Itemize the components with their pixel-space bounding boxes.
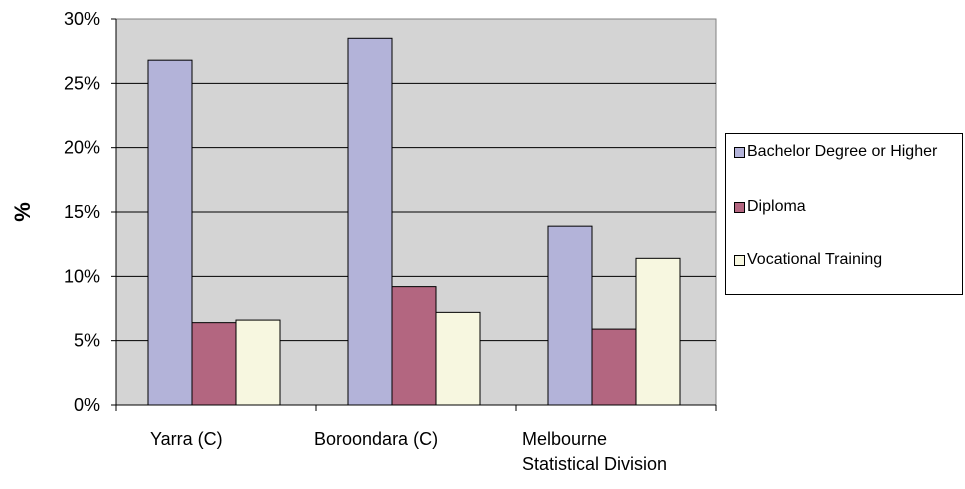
- bar: [347, 37, 393, 406]
- legend-swatch-diploma: [734, 202, 745, 213]
- legend-swatch-bachelor: [734, 147, 745, 158]
- bar: [235, 319, 281, 406]
- x-tick-label: Melbourne Statistical Division: [522, 429, 667, 474]
- y-tick-label: 30%: [64, 9, 100, 29]
- y-tick-label: 20%: [64, 138, 100, 158]
- y-axis-label: %: [10, 202, 35, 222]
- legend-item-bachelor: Bachelor Degree or Higher: [734, 142, 952, 162]
- bar: [191, 322, 237, 406]
- bar: [547, 225, 593, 406]
- legend-item-vocational: Vocational Training: [734, 250, 952, 270]
- legend-item-diploma: Diploma: [734, 197, 952, 217]
- legend-label-vocational: Vocational Training: [747, 251, 883, 268]
- x-tick-label: Boroondara (C): [314, 429, 438, 449]
- legend-label-diploma: Diploma: [747, 198, 806, 215]
- bar: [591, 328, 637, 406]
- y-tick-label: 25%: [64, 73, 100, 93]
- bar: [147, 59, 193, 406]
- legend-label-bachelor: Bachelor Degree or Higher: [747, 143, 938, 160]
- bar: [391, 286, 437, 406]
- bar: [435, 311, 481, 406]
- legend-swatch-vocational: [734, 255, 745, 266]
- x-tick-label: Yarra (C): [150, 429, 223, 449]
- bar: [635, 257, 681, 406]
- y-tick-label: 5%: [74, 331, 100, 351]
- legend: Bachelor Degree or Higher Diploma Vocati…: [725, 133, 963, 295]
- y-tick-label: 0%: [74, 395, 100, 415]
- y-tick-label: 10%: [64, 266, 100, 286]
- y-tick-label: 15%: [64, 202, 100, 222]
